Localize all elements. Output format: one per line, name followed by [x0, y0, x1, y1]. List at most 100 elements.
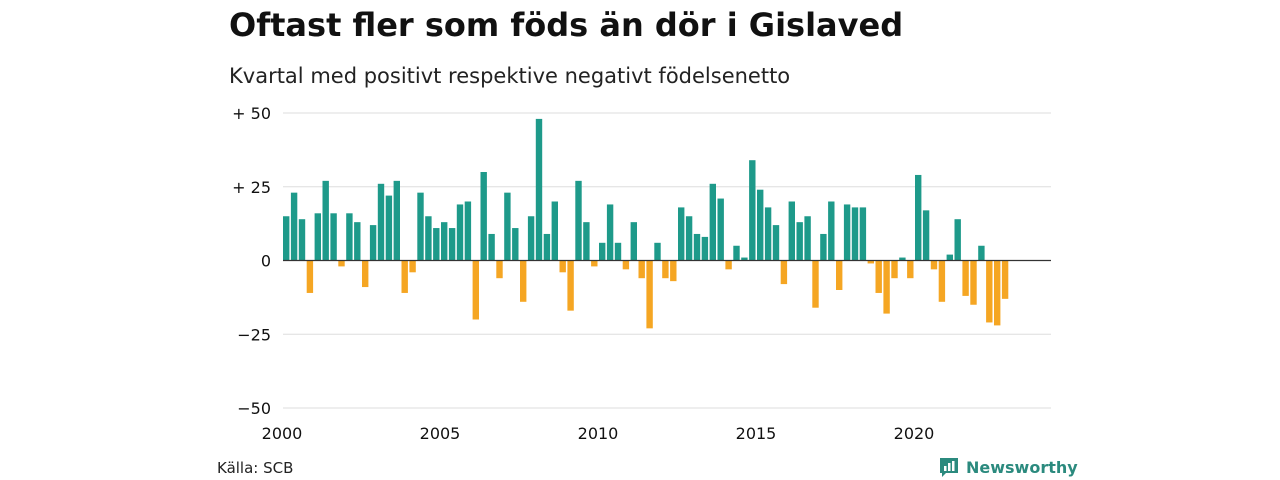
bar [527, 216, 535, 261]
bar [701, 236, 709, 261]
bar [614, 242, 622, 261]
bar [662, 260, 669, 279]
bar [338, 260, 345, 267]
bar [520, 260, 527, 302]
source-note: Källa: SCB [217, 459, 294, 477]
bar [670, 260, 677, 282]
bar [796, 222, 803, 261]
bar [488, 233, 495, 261]
bar [843, 204, 851, 261]
bar [535, 118, 543, 261]
x-tick-label: 2010 [578, 424, 619, 443]
y-tick-label: + 50 [232, 104, 271, 123]
y-tick-label: 0 [261, 252, 271, 271]
bar [480, 172, 487, 261]
bar [583, 222, 590, 261]
bar [330, 213, 337, 261]
bar [654, 242, 661, 261]
x-tick-label: 2000 [262, 424, 303, 443]
bar [772, 225, 780, 261]
bar [757, 189, 764, 261]
y-tick-label: −25 [237, 325, 271, 344]
bar [369, 225, 377, 261]
bar [417, 192, 424, 261]
bar [504, 192, 511, 261]
gridlines [283, 112, 1051, 409]
bar [922, 210, 930, 261]
bar [646, 260, 653, 329]
bar [859, 207, 867, 261]
bar [441, 222, 448, 261]
bar [346, 213, 353, 261]
bar [749, 160, 756, 261]
bar [456, 204, 464, 261]
bar [915, 174, 922, 261]
bar [599, 242, 606, 261]
bar [575, 180, 582, 261]
bar [780, 260, 788, 285]
bar [409, 260, 416, 273]
bar [836, 260, 843, 290]
x-axis-labels: 2000 2005 2010 2015 2020 [262, 424, 935, 443]
bar [512, 228, 519, 261]
bar [543, 233, 551, 261]
bar [954, 219, 961, 261]
bar [630, 222, 637, 261]
bar [559, 260, 566, 273]
bar [986, 260, 993, 323]
bar [709, 183, 716, 261]
bar [962, 260, 969, 296]
bar [622, 260, 630, 270]
bar [820, 233, 827, 261]
brand-name: Newsworthy [966, 457, 1078, 477]
bar [938, 260, 946, 302]
bar [970, 260, 977, 305]
bar [899, 257, 906, 261]
bar [567, 260, 574, 311]
bar [322, 180, 329, 261]
bar [425, 216, 432, 261]
bar-chart-logo-icon [940, 458, 958, 477]
chart-subtitle: Kvartal med positivt respektive negativt… [229, 64, 791, 88]
chart-title: Oftast fler som föds än dör i Gislaved [229, 6, 904, 44]
bar [298, 219, 306, 261]
bar [851, 207, 859, 261]
bar [725, 260, 732, 270]
bar [828, 201, 835, 261]
bar [283, 216, 290, 261]
bar [930, 260, 938, 270]
bar [804, 216, 811, 261]
bar [994, 260, 1001, 326]
bar [433, 228, 440, 261]
bar [401, 260, 408, 293]
bar [448, 228, 456, 261]
bar [306, 260, 314, 293]
bar [638, 260, 645, 279]
bar [891, 260, 898, 279]
bar [867, 260, 874, 264]
bar [290, 192, 298, 261]
bar [1001, 260, 1009, 299]
bar [362, 260, 369, 288]
bar [693, 233, 701, 261]
bar [464, 201, 472, 261]
bar [314, 213, 321, 261]
bar [496, 260, 503, 279]
bar [551, 201, 558, 261]
brand-logo[interactable]: Newsworthy [938, 456, 1078, 478]
x-tick-label: 2005 [420, 424, 461, 443]
x-tick-label: 2015 [736, 424, 777, 443]
bar [685, 216, 693, 261]
y-axis-labels: + 50 + 25 0 −25 −50 [232, 104, 271, 418]
x-tick-label: 2020 [894, 424, 935, 443]
bar [733, 245, 740, 261]
bar [354, 222, 361, 261]
bar [978, 245, 985, 261]
bar [946, 254, 953, 261]
bars [283, 118, 1009, 329]
bar [385, 195, 393, 261]
y-tick-label: −50 [237, 399, 271, 418]
bar [764, 207, 772, 261]
bar [591, 260, 598, 267]
